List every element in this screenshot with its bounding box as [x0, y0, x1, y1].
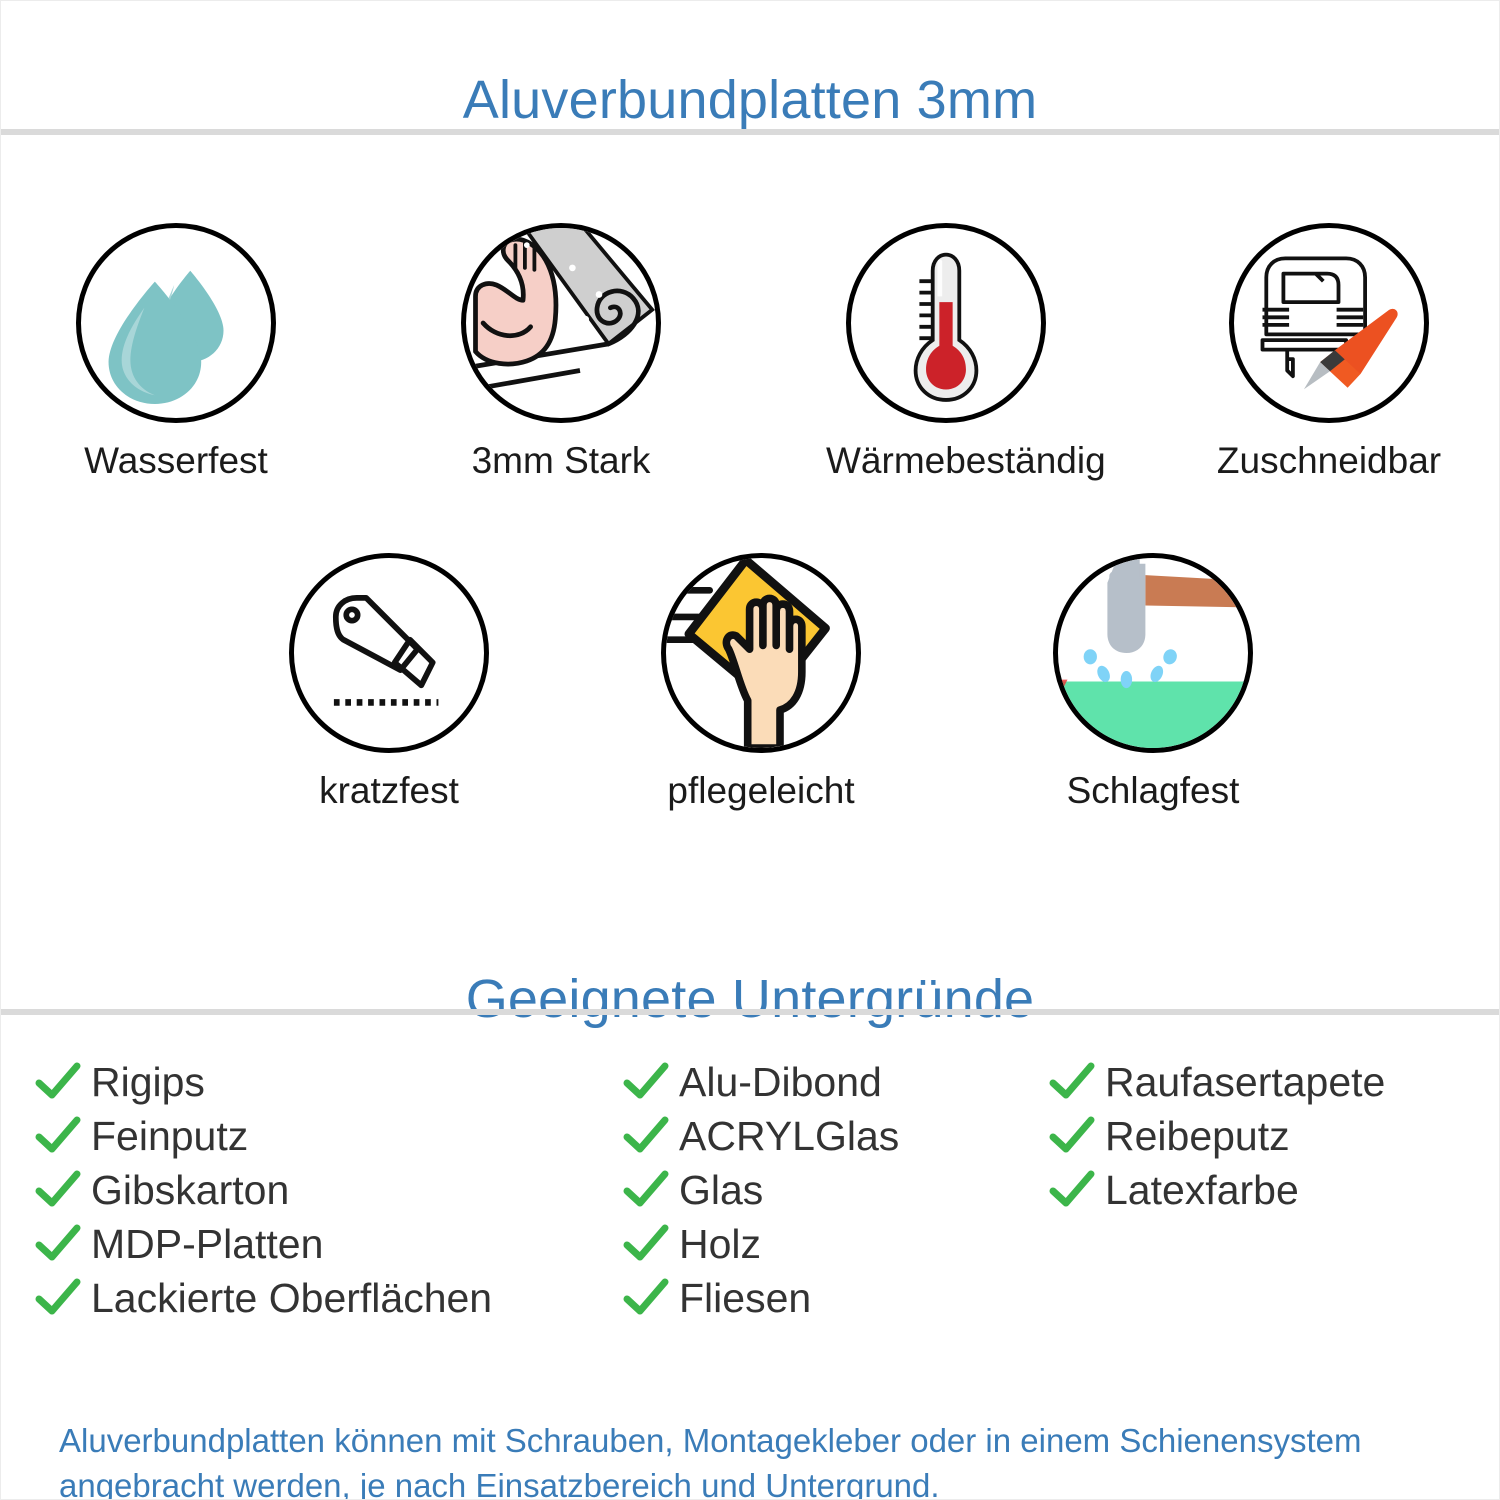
list-item: MDP-Platten: [35, 1218, 492, 1270]
feature-label: Wärmebeständig: [826, 440, 1106, 481]
feature-label: Wasserfest: [84, 440, 268, 481]
substrate-label: Gibskarton: [91, 1167, 290, 1213]
list-item: Holz: [623, 1218, 899, 1270]
feature-kratzfest: kratzfest: [269, 553, 509, 813]
feature-3mm-stark: 3mm Stark: [441, 223, 681, 483]
substrate-checklist: Rigips Feinputz Gibskarton MDP-Platten: [1, 1056, 1499, 1346]
check-icon: [623, 1170, 669, 1210]
substrate-column-1: Rigips Feinputz Gibskarton MDP-Platten: [35, 1056, 492, 1326]
cutter-knife-icon: [289, 553, 489, 753]
list-item: Rigips: [35, 1056, 492, 1108]
water-drops-icon: [76, 223, 276, 423]
substrate-label: Holz: [679, 1221, 762, 1267]
list-item: Lackierte Oberflächen: [35, 1272, 492, 1324]
list-item: Gibskarton: [35, 1164, 492, 1216]
feature-zuschneidbar: Zuschneidbar: [1209, 223, 1449, 483]
page-title: Aluverbundplatten 3mm: [462, 70, 1038, 131]
list-item: Reibeputz: [1049, 1110, 1385, 1162]
check-icon: [1049, 1062, 1095, 1102]
check-icon: [35, 1278, 81, 1318]
substrate-label: Reibeputz: [1105, 1113, 1290, 1159]
list-item: Latexfarbe: [1049, 1164, 1385, 1216]
feature-waermebestaendig: Wärmebeständig: [826, 223, 1106, 483]
list-item: Feinputz: [35, 1110, 492, 1162]
list-item: Glas: [623, 1164, 899, 1216]
feature-label: 3mm Stark: [471, 440, 651, 481]
divider-middle: [1, 1009, 1499, 1015]
flexed-arm-icon: [461, 223, 661, 423]
list-item: Alu-Dibond: [623, 1056, 899, 1108]
divider-top: [1, 129, 1499, 135]
feature-label: kratzfest: [319, 770, 459, 811]
substrate-label: Lackierte Oberflächen: [91, 1275, 493, 1321]
check-icon: [1049, 1116, 1095, 1156]
substrate-label: MDP-Platten: [91, 1221, 324, 1267]
thermometer-icon: [846, 223, 1046, 423]
substrate-label: Raufasertapete: [1105, 1059, 1386, 1105]
hand-wiping-cloth-icon: [661, 553, 861, 753]
substrate-label: Rigips: [91, 1059, 205, 1105]
check-icon: [35, 1116, 81, 1156]
substrate-label: Fliesen: [679, 1275, 812, 1321]
substrate-column-3: Raufasertapete Reibeputz Latexfarbe: [1049, 1056, 1385, 1218]
check-icon: [1049, 1170, 1095, 1210]
check-icon: [623, 1062, 669, 1102]
feature-label: Zuschneidbar: [1216, 440, 1442, 481]
feature-label: pflegeleicht: [667, 770, 855, 811]
feature-schlagfest: Schlagfest: [1033, 553, 1273, 813]
check-icon: [623, 1224, 669, 1264]
feature-wasserfest: Wasserfest: [56, 223, 296, 483]
substrate-label: Latexfarbe: [1105, 1167, 1299, 1213]
feature-pflegeleicht: pflegeleicht: [641, 553, 881, 813]
check-icon: [623, 1116, 669, 1156]
hammer-impact-icon: [1053, 553, 1253, 753]
substrate-label: ACRYLGlas: [679, 1113, 900, 1159]
substrate-label: Alu-Dibond: [679, 1059, 882, 1105]
check-icon: [623, 1278, 669, 1318]
substrate-label: Glas: [679, 1167, 764, 1213]
list-item: Fliesen: [623, 1272, 899, 1324]
list-item: ACRYLGlas: [623, 1110, 899, 1162]
substrate-label: Feinputz: [91, 1113, 249, 1159]
substrate-column-2: Alu-Dibond ACRYLGlas Glas Holz: [623, 1056, 899, 1326]
section-title-substrates: Geeignete Untergründe: [465, 968, 1035, 1029]
check-icon: [35, 1170, 81, 1210]
feature-label: Schlagfest: [1066, 770, 1240, 811]
check-icon: [35, 1062, 81, 1102]
mounting-note: Aluverbundplatten können mit Schrauben, …: [59, 1422, 1362, 1500]
list-item: Raufasertapete: [1049, 1056, 1385, 1108]
check-icon: [35, 1224, 81, 1264]
jigsaw-cutter-icon: [1229, 223, 1429, 423]
